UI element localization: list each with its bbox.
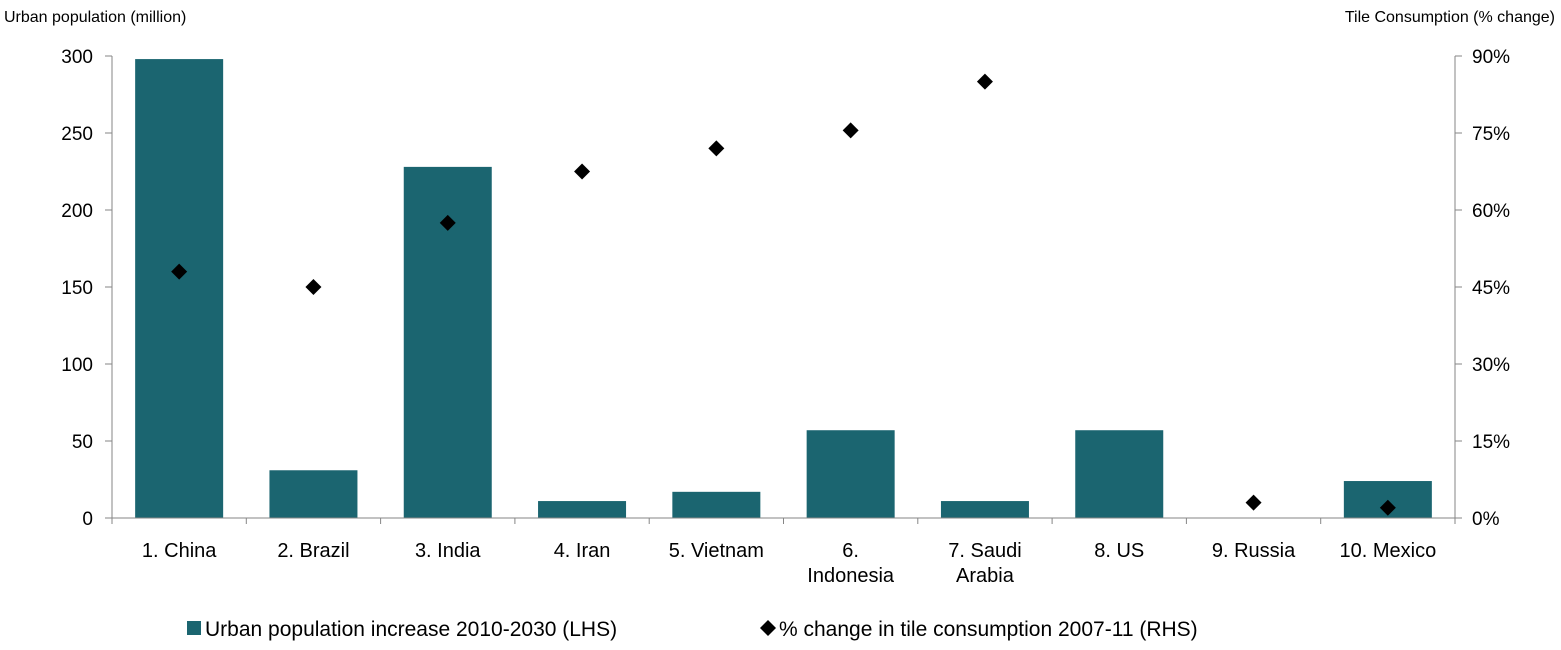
category-label: 3. India — [415, 540, 481, 562]
legend-bar-label: Urban population increase 2010-2030 (LHS… — [205, 618, 617, 641]
left-axis-title: Urban population (million) — [4, 9, 186, 26]
marker-9 — [1379, 499, 1396, 516]
right-tick-label: 30% — [1472, 355, 1510, 376]
legend-diamond-swatch — [760, 620, 776, 636]
legend-bar-swatch — [187, 621, 201, 635]
category-label: 7. Saudi Arabia — [948, 540, 1021, 587]
bar-5 — [806, 430, 895, 518]
right-tick-label: 90% — [1472, 47, 1510, 68]
right-axis-title: Tile Consumption (% change) — [1345, 9, 1555, 26]
left-tick-label: 150 — [61, 278, 93, 299]
category-label: 5. Vietnam — [669, 540, 764, 562]
marker-1 — [305, 279, 322, 295]
left-tick-label: 200 — [61, 201, 93, 222]
left-tick-label: 0 — [82, 509, 93, 530]
category-label: 4. Iran — [554, 540, 611, 562]
category-label: 1. China — [142, 540, 217, 562]
left-axis-ticks: 0 50 100 150 200 250 300 — [61, 47, 112, 530]
legend: Urban population increase 2010-2030 (LHS… — [187, 618, 1198, 641]
left-tick-label: 300 — [61, 47, 93, 68]
category-label: 10. Mexico — [1339, 540, 1436, 562]
left-tick-label: 100 — [61, 355, 93, 376]
right-tick-label: 75% — [1472, 124, 1510, 145]
marker-5 — [842, 122, 859, 139]
marker-8 — [1245, 494, 1262, 511]
right-tick-label: 15% — [1472, 432, 1510, 453]
category-labels: 1. China 2. Brazil 3. India 4. Iran 5. Vietn… — [142, 540, 1436, 587]
category-label: 8. US — [1094, 540, 1144, 562]
category-label: 2. Brazil — [277, 540, 349, 562]
bar-1 — [269, 470, 358, 518]
marker-6 — [976, 73, 993, 90]
bar-4 — [672, 491, 761, 518]
bar-6 — [940, 501, 1029, 518]
category-label: 9. Russia — [1212, 540, 1296, 562]
right-tick-label: 0% — [1472, 509, 1500, 530]
bar-0 — [135, 59, 224, 518]
left-tick-label: 50 — [72, 432, 93, 453]
marker-4 — [708, 140, 725, 157]
bar-series — [135, 59, 1432, 518]
legend-marker-label: % change in tile consumption 2007-11 (RH… — [779, 618, 1198, 641]
right-tick-label: 60% — [1472, 201, 1510, 222]
category-label: 6. Indonesia — [807, 540, 895, 587]
marker-0 — [171, 263, 188, 280]
bar-3 — [538, 501, 627, 518]
right-axis-ticks: 0% 15% 30% 45% 60% 75% 90% — [1455, 47, 1510, 530]
marker-series — [171, 73, 1396, 516]
bar-7 — [1075, 430, 1164, 518]
marker-2 — [439, 214, 456, 231]
left-tick-label: 250 — [61, 124, 93, 145]
right-tick-label: 45% — [1472, 278, 1510, 299]
marker-3 — [574, 163, 591, 180]
